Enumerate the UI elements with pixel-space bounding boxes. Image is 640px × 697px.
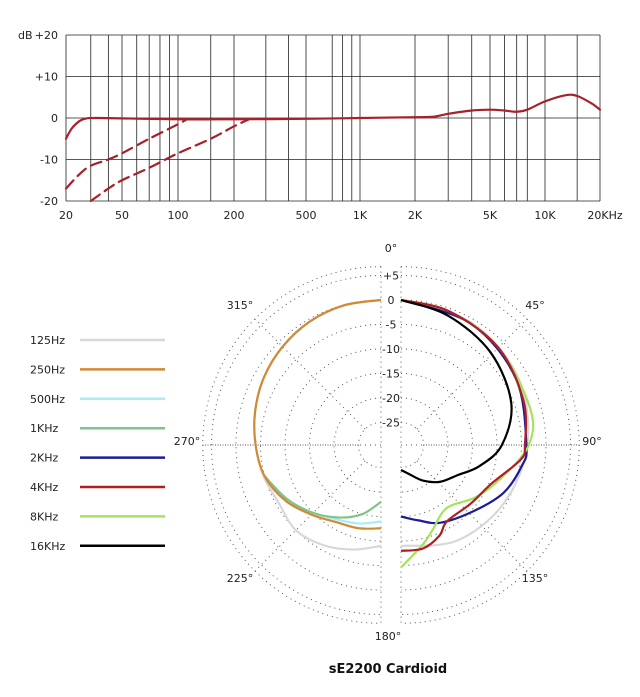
radial-label-bg [383, 391, 399, 404]
polar-ring [400, 266, 580, 624]
polar-spoke [254, 460, 366, 572]
polar-spoke [416, 460, 528, 572]
y-tick-label: -20 [40, 195, 58, 208]
polar-ring [400, 422, 424, 468]
radial-label-bg [383, 268, 399, 282]
legend-label: 2KHz [30, 452, 58, 465]
legend-label: 16KHz [30, 540, 65, 553]
x-tick-label: 200 [224, 209, 245, 222]
polar-curve-2khz [400, 298, 528, 525]
angle-label: 180° [375, 630, 402, 643]
angle-label: 315° [227, 299, 254, 312]
angle-label: 225° [227, 572, 254, 585]
polar-ring [211, 275, 382, 615]
y-tick-label: -10 [40, 154, 58, 167]
polar-ring [400, 397, 449, 493]
radial-label: -15 [382, 368, 400, 381]
radial-label-bg [383, 317, 399, 331]
y-tick-label: +20 [35, 29, 58, 42]
y-tick-label: 0 [51, 112, 58, 125]
radial-label: -20 [382, 392, 400, 405]
legend-label: 250Hz [30, 363, 65, 376]
polar-spoke [254, 318, 366, 430]
polar-ring [400, 275, 571, 615]
legend-label: 500Hz [30, 393, 65, 406]
legend-label: 125Hz [30, 334, 65, 347]
frequency-response-chart: +20 +10 0 -10 -20 dB 20 50 100 200 500 1K 2K 5K 10K 20K… [18, 29, 623, 222]
legend-label: 1KHz [30, 422, 58, 435]
angle-label: 0° [385, 242, 398, 255]
polar-ring [358, 422, 382, 468]
x-tick-label: 1K [353, 209, 368, 222]
polar-curve-16khz [400, 298, 513, 484]
x-tick-label: 20 [59, 209, 73, 222]
radial-label-bg [383, 293, 399, 306]
polar-curve-4khz [400, 298, 528, 552]
x-tick-label: 100 [168, 209, 189, 222]
x-tick-label: 20KHz [587, 209, 622, 222]
polar-curve-250hz [253, 298, 382, 530]
x-tick-label: 2K [408, 209, 423, 222]
radial-label-bg [383, 366, 399, 380]
polar-curve-8khz [400, 298, 535, 569]
radial-label-bg [383, 415, 399, 429]
y-tick-label: +10 [35, 71, 58, 84]
radial-label: -5 [386, 319, 397, 332]
x-tick-label: 500 [296, 209, 317, 222]
x-tick-label: 50 [115, 209, 129, 222]
chart-title: sE2200 Cardioid [329, 662, 448, 677]
x-tick-label: 10K [534, 209, 556, 222]
dashed-response-curve [64, 118, 187, 190]
radial-label: -25 [382, 417, 400, 430]
polar-curve-125hz [253, 298, 382, 551]
radial-label: +5 [383, 270, 399, 283]
y-axis-label: dB [18, 29, 33, 42]
polar-curve-1khz [263, 475, 382, 519]
angle-label: 135° [522, 572, 549, 585]
polar-ring [202, 266, 382, 624]
polar-spoke [416, 318, 528, 430]
x-tick-label: 5K [483, 209, 498, 222]
angle-label: 90° [582, 435, 602, 448]
angle-label: 45° [525, 299, 545, 312]
radial-label-bg [383, 342, 399, 355]
dashed-response-curve [89, 118, 250, 203]
radial-label: -10 [382, 343, 400, 356]
response-curve [64, 93, 602, 140]
angle-label: 270° [174, 435, 201, 448]
legend-label: 4KHz [30, 481, 58, 494]
polar-ring [333, 397, 382, 493]
legend-label: 8KHz [30, 510, 58, 523]
radial-label: 0 [388, 294, 395, 307]
